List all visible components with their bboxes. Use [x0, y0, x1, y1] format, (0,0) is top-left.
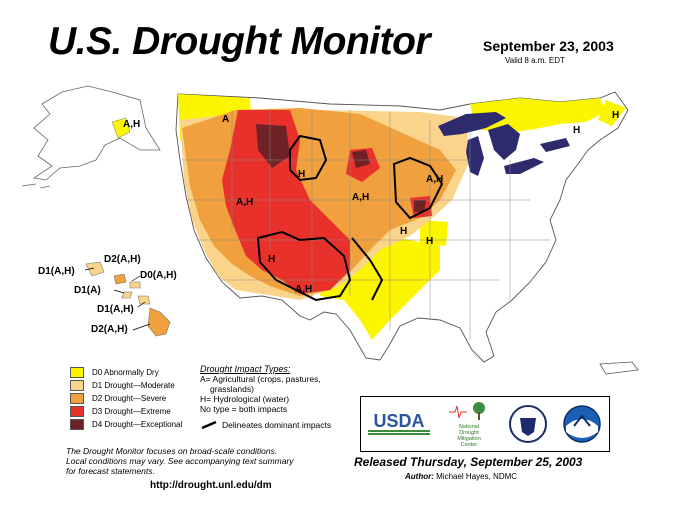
alaska-shape: [21, 85, 161, 189]
great-lakes: [438, 112, 570, 176]
ndmc-tree-icon: [449, 402, 485, 420]
label-alaska: A,H: [123, 119, 140, 130]
label-hawaii-d2-top: D2(A,H): [104, 254, 141, 265]
legend-d4-swatch: [70, 419, 84, 430]
impact-delineation-lines: [256, 134, 444, 302]
ndmc-line-4: Center: [460, 442, 478, 448]
map-title: U.S. Drought Monitor: [48, 20, 431, 63]
label-montana: H: [298, 169, 305, 180]
legend-d0: D0 Abnormally Dry: [70, 366, 182, 379]
impact-line-4: No type = both impacts: [200, 404, 288, 414]
footnote-line-2: Local conditions may vary. See accompany…: [66, 456, 294, 466]
footnote-line-3: for forecast statements.: [66, 466, 155, 476]
author-line: Author: Michael Hayes, NDMC: [405, 472, 517, 481]
label-hawaii-d1-mid: D1(A,H): [97, 304, 134, 315]
footnote-line-1: The Drought Monitor focuses on broad-sca…: [66, 446, 278, 456]
legend-d2-label: D2 Drought—Severe: [92, 394, 167, 403]
impact-types: Drought Impact Types: A= Agricultural (c…: [200, 364, 360, 430]
hawaii-shapes: [85, 261, 171, 337]
drought-d4-areas: [256, 124, 426, 212]
impact-line-3: H= Hydrological (water): [200, 394, 290, 404]
legend-d3-swatch: [70, 406, 84, 417]
delineation-line-icon: [201, 420, 217, 430]
legend-d2-swatch: [70, 393, 84, 404]
usda-logo: USDA: [368, 412, 430, 436]
valid-time: Valid 8 a.m. EDT: [505, 56, 565, 65]
ndmc-logo: National Drought Mitigation Center: [444, 400, 494, 448]
drought-legend: D0 Abnormally Dry D1 Drought—Moderate D2…: [70, 366, 182, 431]
ndmc-line-3: Mitigation: [457, 436, 481, 442]
label-dakotas: A,H: [352, 192, 369, 203]
usda-logo-bars: [368, 430, 430, 436]
legend-d0-label: D0 Abnormally Dry: [92, 368, 159, 377]
label-nebraska: A,H: [426, 174, 443, 185]
impact-title: Drought Impact Types:: [200, 364, 291, 374]
legend-d3: D3 Drought—Extreme: [70, 405, 182, 418]
label-hawaii-d2-bottom: D2(A,H): [91, 324, 128, 335]
puerto-rico-shape: [599, 361, 639, 375]
label-wa-or: A: [222, 114, 229, 125]
author-label: Author:: [405, 472, 434, 481]
drought-url[interactable]: http://drought.unl.edu/dm: [150, 480, 272, 491]
impact-line-2: grasslands): [210, 384, 254, 394]
commerce-seal-icon: [509, 405, 547, 443]
label-arizona: H: [268, 254, 275, 265]
legend-d0-swatch: [70, 367, 84, 378]
noaa-logo-icon: [563, 405, 601, 443]
impact-labels: A,H A A,H H A,H A,H H H H A,H H H: [123, 110, 619, 295]
impact-line-1: A= Agricultural (crops, pastures,: [200, 374, 321, 384]
label-new-england: H: [573, 125, 580, 136]
label-illinois: H: [426, 236, 433, 247]
author-name: Michael Hayes, NDMC: [436, 472, 518, 481]
ndmc-line-2: Drought: [459, 430, 479, 436]
legend-d1-swatch: [70, 380, 84, 391]
legend-d1-label: D1 Drought—Moderate: [92, 381, 175, 390]
label-hawaii-d1a: D1(A): [74, 285, 101, 296]
legend-d2: D2 Drought—Severe: [70, 392, 182, 405]
footnote: The Drought Monitor focuses on broad-sca…: [66, 446, 366, 476]
legend-d4: D4 Drought—Exceptional: [70, 418, 182, 431]
label-hawaii-d0: D0(A,H): [140, 270, 177, 281]
impact-delineation: Delineates dominant impacts: [200, 420, 360, 430]
label-id-nv: A,H: [236, 197, 253, 208]
label-new-mexico: A,H: [295, 284, 312, 295]
ndmc-line-1: National: [458, 424, 480, 430]
label-iowa: H: [400, 226, 407, 237]
state-borders: [182, 108, 550, 340]
legend-d4-label: D4 Drought—Exceptional: [92, 420, 183, 429]
usda-logo-text: USDA: [373, 411, 425, 431]
map-date: September 23, 2003: [483, 38, 614, 54]
legend-d1: D1 Drought—Moderate: [70, 379, 182, 392]
hawaii-labels: D2(A,H) D1(A,H) D0(A,H) D1(A) D1(A,H) D2…: [38, 254, 177, 335]
agency-logos: USDA National Drought Mitigation Center: [360, 396, 610, 452]
release-date: Released Thursday, September 25, 2003: [354, 455, 583, 469]
label-hawaii-d1-left: D1(A,H): [38, 266, 75, 277]
impact-delineates-label: Delineates dominant impacts: [222, 420, 332, 430]
legend-d3-label: D3 Drought—Extreme: [92, 407, 171, 416]
label-maine: H: [612, 110, 619, 121]
